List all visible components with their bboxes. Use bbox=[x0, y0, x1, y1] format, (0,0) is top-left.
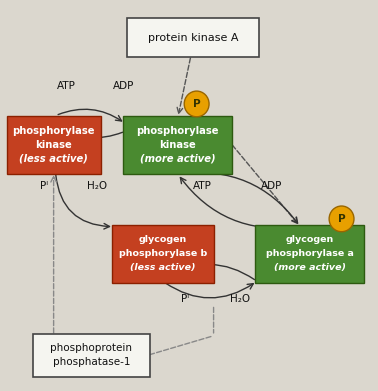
Text: H₂O: H₂O bbox=[87, 181, 107, 191]
Text: protein kinase A: protein kinase A bbox=[148, 33, 238, 43]
FancyBboxPatch shape bbox=[33, 334, 150, 377]
Text: ATP: ATP bbox=[193, 181, 212, 191]
Text: kinase: kinase bbox=[160, 140, 196, 150]
FancyBboxPatch shape bbox=[6, 116, 101, 174]
Text: phosphorylase a: phosphorylase a bbox=[266, 249, 353, 258]
Text: ATP: ATP bbox=[57, 81, 76, 91]
Text: phosphoprotein: phosphoprotein bbox=[50, 343, 132, 353]
Text: ADP: ADP bbox=[261, 181, 283, 191]
Text: H₂O: H₂O bbox=[230, 294, 250, 304]
Text: phosphorylase b: phosphorylase b bbox=[119, 249, 207, 258]
Text: Pᴵ: Pᴵ bbox=[40, 181, 48, 191]
Text: glycogen: glycogen bbox=[139, 235, 187, 244]
FancyBboxPatch shape bbox=[127, 18, 259, 57]
FancyBboxPatch shape bbox=[123, 116, 232, 174]
Text: (less active): (less active) bbox=[130, 264, 195, 273]
Text: P: P bbox=[338, 214, 345, 224]
FancyBboxPatch shape bbox=[255, 225, 364, 283]
Text: phosphatase-1: phosphatase-1 bbox=[53, 357, 130, 367]
Text: phosphorylase: phosphorylase bbox=[12, 126, 95, 136]
FancyBboxPatch shape bbox=[112, 225, 214, 283]
Text: ADP: ADP bbox=[113, 81, 134, 91]
Text: Pᴵ: Pᴵ bbox=[181, 294, 189, 304]
Text: P: P bbox=[193, 99, 200, 109]
Text: (more active): (more active) bbox=[140, 154, 215, 164]
Circle shape bbox=[329, 206, 354, 232]
Text: phosphorylase: phosphorylase bbox=[136, 126, 219, 136]
Text: (less active): (less active) bbox=[19, 154, 88, 164]
Circle shape bbox=[184, 91, 209, 117]
Text: kinase: kinase bbox=[35, 140, 72, 150]
Text: (more active): (more active) bbox=[274, 264, 345, 273]
Text: glycogen: glycogen bbox=[285, 235, 334, 244]
